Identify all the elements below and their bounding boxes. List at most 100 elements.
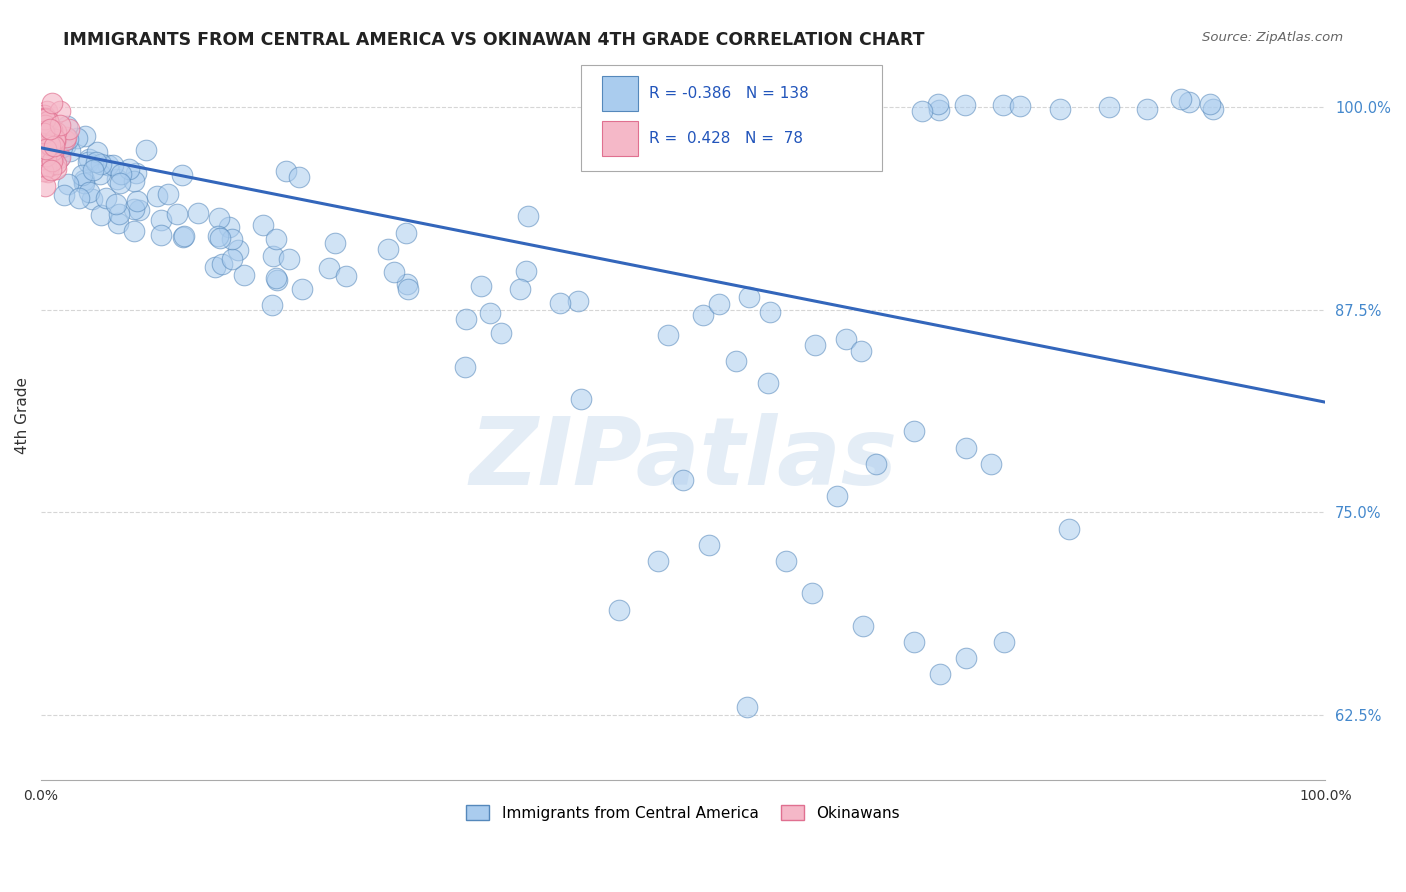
- Point: [955, 98, 977, 112]
- Point: [122, 174, 145, 188]
- Point: [73, 172, 96, 186]
- Point: [90, 157, 112, 171]
- Point: [260, 298, 283, 312]
- Point: [39, 122, 62, 136]
- Point: [46, 130, 69, 145]
- Point: [955, 441, 977, 455]
- Point: [42, 128, 65, 143]
- Point: [32, 136, 55, 150]
- Point: [927, 96, 949, 111]
- Point: [82, 163, 104, 178]
- Point: [41, 154, 63, 169]
- Point: [31, 136, 53, 151]
- Point: [34, 112, 56, 126]
- Point: [37, 165, 59, 179]
- Point: [454, 312, 477, 326]
- Point: [928, 103, 950, 117]
- Point: [187, 206, 209, 220]
- Point: [49, 118, 72, 132]
- Point: [509, 282, 531, 296]
- Point: [58, 178, 80, 192]
- Point: [470, 278, 492, 293]
- Point: [105, 171, 128, 186]
- Point: [44, 150, 66, 164]
- Point: [489, 326, 512, 340]
- Bar: [602, 121, 638, 156]
- Point: [55, 129, 77, 144]
- Point: [173, 228, 195, 243]
- Point: [97, 158, 120, 172]
- Point: [35, 103, 58, 118]
- Point: [515, 264, 537, 278]
- Point: [55, 139, 77, 153]
- Point: [1201, 103, 1223, 117]
- Point: [32, 128, 55, 143]
- Point: [79, 185, 101, 199]
- Point: [800, 586, 823, 600]
- Point: [34, 126, 56, 140]
- Point: [32, 108, 55, 122]
- Point: [41, 145, 63, 159]
- Point: [58, 131, 80, 145]
- Point: [44, 132, 66, 146]
- Point: [45, 157, 67, 171]
- Point: [41, 127, 63, 141]
- Point: [122, 202, 145, 216]
- Point: [32, 123, 55, 137]
- Point: [692, 309, 714, 323]
- Text: IMMIGRANTS FROM CENTRAL AMERICA VS OKINAWAN 4TH GRADE CORRELATION CHART: IMMIGRANTS FROM CENTRAL AMERICA VS OKINA…: [63, 31, 925, 49]
- Point: [150, 228, 173, 243]
- Point: [34, 178, 56, 193]
- Point: [39, 145, 62, 159]
- Point: [1198, 96, 1220, 111]
- Point: [32, 124, 55, 138]
- Point: [277, 252, 299, 266]
- Point: [32, 132, 55, 146]
- Point: [32, 127, 55, 141]
- Point: [454, 359, 477, 374]
- Text: ZIPatlas: ZIPatlas: [470, 413, 897, 505]
- Point: [103, 157, 125, 171]
- Point: [125, 194, 148, 209]
- Point: [382, 265, 405, 279]
- Point: [274, 164, 297, 178]
- Point: [1177, 95, 1199, 110]
- Point: [49, 150, 72, 164]
- Point: [90, 208, 112, 222]
- Point: [39, 137, 62, 152]
- Point: [70, 168, 93, 182]
- Point: [122, 225, 145, 239]
- Point: [128, 203, 150, 218]
- Point: [108, 177, 131, 191]
- Point: [35, 139, 58, 153]
- Point: [41, 136, 63, 151]
- Point: [852, 618, 875, 632]
- Point: [290, 282, 312, 296]
- Point: [993, 635, 1015, 649]
- Point: [395, 226, 418, 240]
- Point: [125, 166, 148, 180]
- Point: [59, 144, 82, 158]
- Point: [672, 473, 695, 487]
- Point: [172, 230, 194, 244]
- Point: [53, 188, 76, 202]
- Point: [31, 153, 53, 167]
- Point: [39, 163, 62, 178]
- Point: [31, 139, 53, 153]
- Point: [209, 231, 232, 245]
- Point: [903, 635, 925, 649]
- Point: [755, 100, 778, 114]
- Point: [32, 119, 55, 133]
- Point: [32, 149, 55, 163]
- Point: [1170, 92, 1192, 106]
- Point: [516, 210, 538, 224]
- Point: [170, 169, 193, 183]
- Point: [804, 338, 827, 352]
- Point: [53, 132, 76, 146]
- Point: [226, 243, 249, 257]
- Point: [396, 277, 419, 291]
- Point: [45, 162, 67, 177]
- Point: [37, 114, 59, 128]
- Point: [32, 135, 55, 149]
- Point: [737, 699, 759, 714]
